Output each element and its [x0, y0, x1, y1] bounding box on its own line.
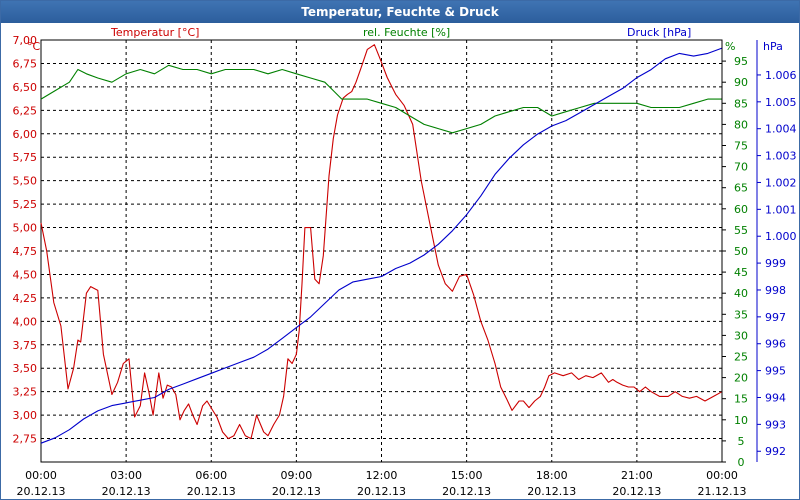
humidity-tick-label: 10	[734, 414, 748, 427]
temperature-tick-label: 7,00	[13, 34, 38, 47]
humidity-tick-label: 40	[734, 287, 748, 300]
humidity-tick-label: 70	[734, 161, 748, 174]
x-tick-date-label: 20.12.13	[357, 485, 406, 498]
pressure-tick-label: 1.000	[765, 230, 797, 243]
pressure-tick-label: 994	[765, 391, 786, 404]
window-title: Temperatur, Feuchte & Druck	[1, 1, 799, 23]
pressure-tick-label: 998	[765, 284, 786, 297]
humidity-tick-label: 60	[734, 203, 748, 216]
x-tick-time-label: 21:00	[621, 469, 653, 482]
series-layer	[40, 44, 723, 444]
temperature-tick-label: 5,75	[13, 151, 38, 164]
humidity-tick-label: 90	[734, 76, 748, 89]
x-tick-date-label: 20.12.13	[527, 485, 576, 498]
pressure-unit-label: hPa	[763, 40, 783, 53]
temperature-unit-label: °C	[27, 40, 41, 53]
x-tick-time-label: 18:00	[536, 469, 568, 482]
temperature-tick-label: 3,25	[13, 386, 38, 399]
pressure-tick-label: 1.001	[765, 203, 797, 216]
x-tick-date-label: 20.12.13	[272, 485, 321, 498]
temperature-tick-label: 5,00	[13, 222, 38, 235]
humidity-tick-label: 75	[734, 140, 748, 153]
temperature-axis-title: Temperatur [°C]	[110, 26, 199, 39]
humidity-tick-label: 35	[734, 308, 748, 321]
pressure-axis-title: Druck [hPa]	[627, 26, 691, 39]
humidity-axis-title: rel. Feuchte [%]	[363, 26, 450, 39]
pressure-tick-label: 993	[765, 418, 786, 431]
x-tick-time-label: 00:00	[706, 469, 738, 482]
humidity-tick-label: 95	[734, 55, 748, 68]
pressure-tick-label: 997	[765, 311, 786, 324]
humidity-tick-label: 25	[734, 351, 748, 364]
x-tick-date-label: 20.12.13	[187, 485, 236, 498]
x-tick-date-label: 21.12.13	[698, 485, 747, 498]
temperature-tick-label: 4,75	[13, 245, 38, 258]
humidity-tick-label: 55	[734, 224, 748, 237]
humidity-tick-label: 0	[738, 456, 745, 469]
x-tick-time-label: 00:00	[25, 469, 57, 482]
x-tick-time-label: 09:00	[281, 469, 313, 482]
tick-labels: 2,75 3,00 3,25 3,50 3,75 4,00 4,25 4,50 4,75 5,00…	[13, 34, 797, 498]
pressure-tick-label: 1.006	[765, 69, 797, 82]
x-tick-date-label: 20.12.13	[442, 485, 491, 498]
pressure-tick-label: 999	[765, 257, 786, 270]
temperature-tick-label: 4,50	[13, 268, 38, 281]
x-tick-time-label: 03:00	[110, 469, 142, 482]
temperature-tick-label: 6,25	[13, 104, 38, 117]
temperature-tick-label: 5,50	[13, 175, 38, 188]
x-tick-time-label: 12:00	[366, 469, 398, 482]
humidity-tick-label: 80	[734, 118, 748, 131]
x-tick-date-label: 20.12.13	[102, 485, 151, 498]
humidity-tick-label: 30	[734, 329, 748, 342]
temperature-tick-label: 6,75	[13, 57, 38, 70]
temperature-tick-label: 4,00	[13, 315, 38, 328]
pressure-series-line	[40, 47, 723, 444]
humidity-tick-label: 20	[734, 372, 748, 385]
temperature-tick-label: 6,50	[13, 81, 38, 94]
temperature-tick-label: 6,00	[13, 128, 38, 141]
humidity-tick-label: 5	[738, 435, 745, 448]
temperature-tick-label: 3,00	[13, 409, 38, 422]
pressure-tick-label: 1.002	[765, 176, 797, 189]
x-tick-time-label: 15:00	[451, 469, 483, 482]
pressure-tick-label: 1.004	[765, 123, 797, 136]
pressure-tick-label: 1.005	[765, 96, 797, 109]
humidity-tick-label: 65	[734, 182, 748, 195]
x-tick-date-label: 20.12.13	[17, 485, 66, 498]
temperature-tick-label: 3,75	[13, 339, 38, 352]
temperature-tick-label: 2,75	[13, 433, 38, 446]
pressure-tick-label: 995	[765, 365, 786, 378]
humidity-tick-label: 45	[734, 266, 748, 279]
humidity-unit-label: %	[725, 40, 735, 53]
temperature-tick-label: 5,25	[13, 198, 38, 211]
temperature-tick-label: 4,25	[13, 292, 38, 305]
x-tick-time-label: 06:00	[195, 469, 227, 482]
temperature-tick-label: 3,50	[13, 362, 38, 375]
temperature-series-line	[40, 44, 723, 440]
pressure-tick-label: 1.003	[765, 150, 797, 163]
x-tick-date-label: 20.12.13	[612, 485, 661, 498]
humidity-tick-label: 15	[734, 393, 748, 406]
pressure-tick-label: 996	[765, 338, 786, 351]
humidity-tick-label: 85	[734, 97, 748, 110]
humidity-tick-label: 50	[734, 245, 748, 258]
pressure-tick-label: 992	[765, 445, 786, 458]
humidity-series-line	[40, 64, 722, 134]
